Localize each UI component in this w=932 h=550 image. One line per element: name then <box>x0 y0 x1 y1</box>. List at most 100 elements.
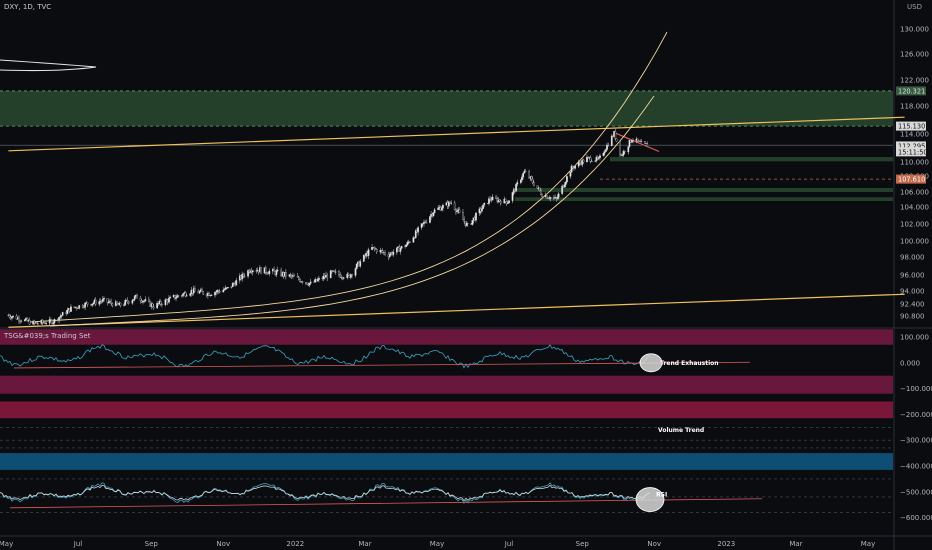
candle[interactable] <box>392 252 395 255</box>
rsi-signal-line[interactable] <box>0 484 650 502</box>
candle[interactable] <box>214 292 216 296</box>
candle[interactable] <box>450 202 453 204</box>
candle[interactable] <box>606 144 608 150</box>
candle[interactable] <box>442 204 444 209</box>
candle[interactable] <box>530 176 533 180</box>
candle[interactable] <box>273 268 275 272</box>
candle[interactable] <box>643 141 646 144</box>
candle[interactable] <box>37 323 39 325</box>
candle[interactable] <box>182 293 184 296</box>
candle[interactable] <box>103 298 105 300</box>
candle[interactable] <box>176 295 179 298</box>
candle[interactable] <box>198 291 201 294</box>
candle[interactable] <box>423 221 425 224</box>
candle[interactable] <box>570 166 573 173</box>
candle[interactable] <box>92 302 95 305</box>
parabolic-curve-upper[interactable] <box>29 31 668 323</box>
candle[interactable] <box>133 296 136 300</box>
candle[interactable] <box>297 277 300 280</box>
candle[interactable] <box>589 157 592 162</box>
candle[interactable] <box>28 320 31 325</box>
candle[interactable] <box>523 170 526 174</box>
candle[interactable] <box>408 241 411 243</box>
candle[interactable] <box>522 172 525 178</box>
candle[interactable] <box>101 298 104 302</box>
parabolic-curve-lower[interactable] <box>49 95 655 327</box>
candle[interactable] <box>582 159 585 163</box>
candle[interactable] <box>116 301 118 305</box>
time-axis[interactable]: May Jul Sep Nov 2022 Mar May Jul Sep Nov 2023 Mar Ma… <box>0 540 875 548</box>
candle[interactable] <box>621 154 624 156</box>
candle[interactable] <box>532 182 535 186</box>
candle[interactable] <box>373 247 376 249</box>
candle[interactable] <box>569 172 572 177</box>
candle[interactable] <box>481 208 483 212</box>
candle[interactable] <box>218 291 221 293</box>
candle[interactable] <box>111 303 114 307</box>
candle[interactable] <box>619 141 621 155</box>
candle[interactable] <box>61 312 64 316</box>
support-zone[interactable] <box>0 90 893 127</box>
candle[interactable] <box>174 295 176 299</box>
candle[interactable] <box>20 320 23 322</box>
candle[interactable] <box>66 310 69 314</box>
candle[interactable] <box>581 159 584 165</box>
candle[interactable] <box>475 212 477 221</box>
candle[interactable] <box>84 302 86 308</box>
candle[interactable] <box>144 299 147 302</box>
candle[interactable] <box>462 212 464 220</box>
candle[interactable] <box>58 317 60 321</box>
candle[interactable] <box>86 302 89 305</box>
candle[interactable] <box>242 273 245 277</box>
candle[interactable] <box>41 320 44 323</box>
candle[interactable] <box>184 292 187 297</box>
candle[interactable] <box>33 320 36 324</box>
candle[interactable] <box>231 283 234 287</box>
candle[interactable] <box>354 268 357 276</box>
candle[interactable] <box>379 250 382 253</box>
candle[interactable] <box>597 157 600 159</box>
candle[interactable] <box>421 223 424 225</box>
candle[interactable] <box>632 140 634 142</box>
candle[interactable] <box>536 185 539 189</box>
candle[interactable] <box>424 221 427 223</box>
candle[interactable] <box>285 272 287 277</box>
candle[interactable] <box>326 274 329 279</box>
candle[interactable] <box>466 223 469 224</box>
candle[interactable] <box>131 300 134 304</box>
candle[interactable] <box>161 304 163 305</box>
candle[interactable] <box>433 209 436 213</box>
candle[interactable] <box>538 187 541 191</box>
candle[interactable] <box>347 273 350 276</box>
oscillator-pane[interactable]: Trend Exhaustion Volume Trend RSI <box>0 329 893 513</box>
candle[interactable] <box>465 223 468 226</box>
candle[interactable] <box>627 146 630 153</box>
candle[interactable] <box>557 193 560 198</box>
candle[interactable] <box>143 300 146 302</box>
candle[interactable] <box>243 275 246 277</box>
candle[interactable] <box>78 305 81 309</box>
candle[interactable] <box>18 317 20 322</box>
candle[interactable] <box>35 322 38 324</box>
candle[interactable] <box>15 315 18 320</box>
candle[interactable] <box>413 237 416 239</box>
candle[interactable] <box>50 319 52 321</box>
candle[interactable] <box>412 237 415 243</box>
candle[interactable] <box>603 151 606 154</box>
candle[interactable] <box>247 270 249 277</box>
candle[interactable] <box>168 298 170 303</box>
symbol-header[interactable]: DXY, 1D, TVC <box>4 3 52 11</box>
trend-channel-line[interactable] <box>8 116 905 152</box>
support-zone[interactable] <box>610 157 893 162</box>
candle[interactable] <box>217 290 220 292</box>
candle[interactable] <box>334 271 337 273</box>
candle[interactable] <box>405 244 408 247</box>
candle[interactable] <box>126 300 129 303</box>
highlight-circle[interactable] <box>635 487 665 512</box>
candle[interactable] <box>100 301 103 303</box>
candle[interactable] <box>60 315 63 317</box>
candle[interactable] <box>491 196 494 201</box>
candle[interactable] <box>519 179 522 183</box>
candle[interactable] <box>119 302 122 306</box>
